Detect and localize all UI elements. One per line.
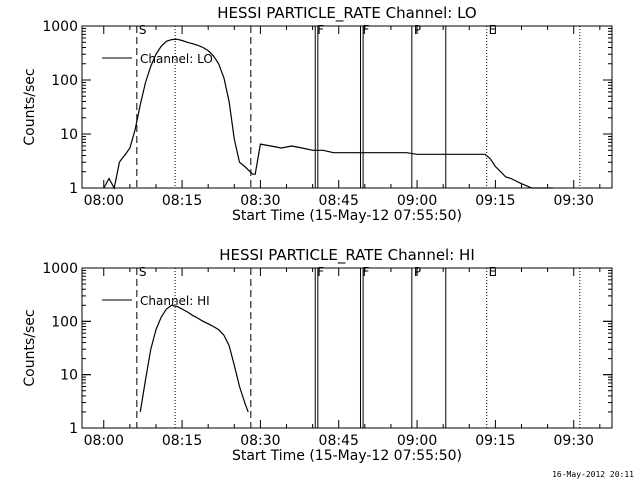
y-axis-label: Counts/sec [22,309,38,386]
plot-frame [81,267,613,429]
x-tick-label: 09:30 [554,433,594,449]
marker-label: P [414,23,421,37]
marker-label: S [139,23,147,37]
legend-label: Channel: LO [140,52,213,66]
x-tick-label: 09:00 [397,193,437,209]
marker-label: F [317,23,324,37]
plot-timestamp: 16-May-2012 20:11 [552,470,634,479]
x-tick-label: 08:15 [162,433,202,449]
y-axis-label: Counts/sec [22,68,38,145]
series-line [103,38,553,190]
marker-label: F [317,265,324,279]
marker-label: F [362,265,369,279]
panel-1: HESSI PARTICLE_RATE Channel: LO 1 10 100 100… [22,4,613,224]
legend-label: Channel: HI [140,294,210,308]
x-tick-label: 09:15 [475,193,515,209]
x-tick-label: 08:15 [162,193,202,209]
marker-label: F [362,23,369,37]
x-tick-label: 08:45 [319,193,359,209]
x-tick-label: 09:15 [475,433,515,449]
y-tick-label: 10 [60,127,78,143]
x-tick-label: 09:30 [554,193,594,209]
plot-frame [81,25,613,189]
y-tick-label: 1000 [42,261,78,277]
y-tick-label: 1 [69,421,78,437]
marker-label: E [489,23,497,37]
y-tick-label: 1000 [42,19,78,35]
y-tick-label: 1 [69,181,78,197]
marker-label: E [489,265,497,279]
x-tick-label: 08:00 [84,433,124,449]
marker-label: S [139,265,147,279]
panel-2: HESSI PARTICLE_RATE Channel: HI 1 10 100 100… [22,246,613,464]
x-tick-label: 08:30 [240,193,280,209]
x-axis-label: Start Time (15-May-12 07:55:50) [232,448,462,464]
y-tick-label: 100 [51,314,78,330]
chart-title: HESSI PARTICLE_RATE Channel: HI [219,246,475,265]
y-tick-label: 100 [51,73,78,89]
x-tick-label: 08:00 [84,193,124,209]
chart-title: HESSI PARTICLE_RATE Channel: LO [217,4,476,23]
x-tick-label: 08:45 [319,433,359,449]
y-tick-label: 10 [60,368,78,384]
series-line [139,304,249,413]
x-axis-label: Start Time (15-May-12 07:55:50) [232,208,462,224]
x-tick-label: 08:30 [240,433,280,449]
x-tick-label: 09:00 [397,433,437,449]
marker-label: P [414,265,421,279]
